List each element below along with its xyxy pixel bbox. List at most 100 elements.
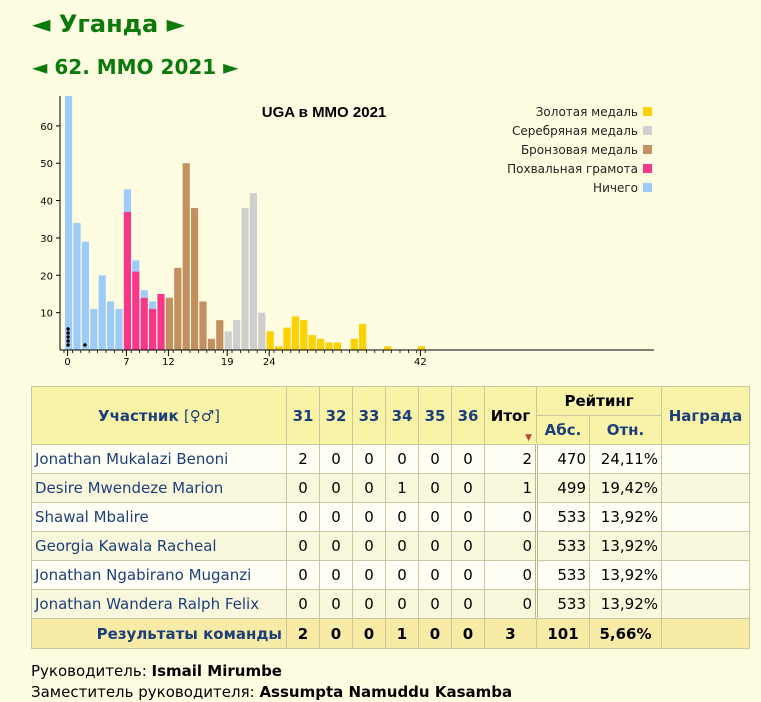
x-tick-label: 24 bbox=[263, 357, 276, 368]
problem-score: 0 bbox=[286, 531, 320, 561]
problem-score: 0 bbox=[385, 444, 419, 474]
team-problem-score: 0 bbox=[319, 618, 353, 649]
next-olympiad-arrow[interactable]: ► bbox=[223, 55, 239, 79]
rating-rel-header[interactable]: Отн. bbox=[589, 415, 662, 445]
total-header-label: Итог bbox=[490, 406, 531, 425]
participant-total: 0 bbox=[484, 589, 537, 619]
chart-bar bbox=[182, 163, 190, 350]
rating-abs: 499 bbox=[535, 473, 590, 503]
legend-label: Ничего bbox=[593, 181, 638, 195]
participant-row: Shawal Mbalire 0 0 0 0 0 0 0 533 13,92% bbox=[31, 502, 750, 532]
chart-bar bbox=[291, 316, 299, 350]
problem-header[interactable]: 35 bbox=[418, 386, 452, 445]
legend-swatch bbox=[643, 183, 652, 192]
legend-swatch bbox=[643, 164, 652, 173]
rating-rel: 19,42% bbox=[589, 473, 662, 503]
chart-bar bbox=[140, 290, 148, 298]
chart-bar bbox=[333, 342, 341, 350]
chart-bar bbox=[123, 189, 131, 212]
chart-bar bbox=[350, 338, 358, 350]
team-rating-rel: 5,66% bbox=[589, 618, 662, 649]
gender-toggle[interactable]: [♀♂] bbox=[183, 406, 220, 425]
team-rating-abs: 101 bbox=[536, 618, 590, 649]
chart-bar bbox=[216, 320, 224, 350]
problem-score: 0 bbox=[451, 502, 485, 532]
participant-name-link[interactable]: Jonathan Ngabirano Muganzi bbox=[31, 560, 287, 590]
participant-name-link[interactable]: Shawal Mbalire bbox=[31, 502, 287, 532]
rating-abs-header[interactable]: Абс. bbox=[536, 415, 590, 445]
problem-score: 0 bbox=[286, 560, 320, 590]
problem-score: 0 bbox=[286, 502, 320, 532]
problem-score: 0 bbox=[352, 589, 386, 619]
y-tick-label: 60 bbox=[40, 122, 53, 133]
legend-swatch bbox=[643, 126, 652, 135]
problem-score: 2 bbox=[286, 444, 320, 474]
chart-bar bbox=[249, 193, 257, 350]
country-name: Уганда bbox=[58, 10, 159, 38]
team-total: 3 bbox=[484, 618, 537, 649]
y-tick-label: 10 bbox=[40, 309, 53, 320]
chart-bar bbox=[191, 208, 199, 350]
chart-bar bbox=[258, 312, 266, 350]
participant-award bbox=[661, 589, 750, 619]
leader-label: Руководитель: bbox=[31, 662, 147, 680]
team-problem-score: 1 bbox=[385, 618, 419, 649]
chart-bar bbox=[199, 301, 207, 350]
participant-row: Desire Mwendeze Marion 0 0 0 1 0 0 1 499 19,42% bbox=[31, 473, 750, 503]
x-tick-label: 19 bbox=[221, 357, 234, 368]
score-distribution-chart: 10 20 30 40 50 60 0 7 12 19 24 42 UGA в ММО 2021 Золо… bbox=[32, 92, 662, 368]
participant-award bbox=[661, 444, 750, 474]
participant-name-link[interactable]: Georgia Kawala Racheal bbox=[31, 531, 287, 561]
chart-bar bbox=[266, 331, 274, 350]
problem-score: 0 bbox=[418, 560, 452, 590]
problem-score: 0 bbox=[418, 531, 452, 561]
problem-score: 0 bbox=[352, 560, 386, 590]
problem-score: 0 bbox=[385, 589, 419, 619]
participant-total: 0 bbox=[484, 560, 537, 590]
prev-olympiad-arrow[interactable]: ◄ bbox=[32, 55, 48, 79]
participant-row: Georgia Kawala Racheal 0 0 0 0 0 0 0 533 13,92% bbox=[31, 531, 750, 561]
problem-score: 0 bbox=[319, 502, 353, 532]
problem-header[interactable]: 33 bbox=[352, 386, 386, 445]
rating-abs: 533 bbox=[535, 589, 590, 619]
chart-bar bbox=[73, 223, 81, 350]
award-header[interactable]: Награда bbox=[661, 386, 750, 445]
chart-bar bbox=[98, 275, 106, 350]
problem-header[interactable]: 32 bbox=[319, 386, 353, 445]
problem-score: 0 bbox=[352, 444, 386, 474]
sort-indicator-icon: ▼ bbox=[525, 433, 532, 443]
chart-bar bbox=[359, 323, 367, 350]
problem-score: 1 bbox=[385, 473, 419, 503]
participant-name-link[interactable]: Jonathan Wandera Ralph Felix bbox=[31, 589, 287, 619]
results-table: Участник [♀♂] 31 32 33 34 35 36 Итог ▼ Ре… bbox=[31, 386, 750, 649]
participant-name-link[interactable]: Desire Mwendeze Marion bbox=[31, 473, 287, 503]
y-tick-label: 30 bbox=[40, 234, 53, 245]
legend-swatch bbox=[643, 145, 652, 154]
chart-bar bbox=[132, 260, 140, 272]
problem-header[interactable]: 34 bbox=[385, 386, 419, 445]
problem-score: 0 bbox=[451, 589, 485, 619]
participant-total: 2 bbox=[484, 444, 537, 474]
chart-bar bbox=[157, 293, 165, 350]
chart-bar bbox=[417, 346, 425, 350]
deputy-name: Assumpta Namuddu Kasamba bbox=[259, 683, 513, 701]
problem-header[interactable]: 31 bbox=[286, 386, 320, 445]
participant-total: 0 bbox=[484, 531, 537, 561]
problem-header[interactable]: 36 bbox=[451, 386, 485, 445]
chart-bar bbox=[90, 308, 98, 350]
next-country-arrow[interactable]: ► bbox=[166, 10, 186, 38]
participant-header[interactable]: Участник [♀♂] bbox=[31, 386, 287, 445]
participant-row: Jonathan Mukalazi Benoni 2 0 0 0 0 0 2 470 24,11% bbox=[31, 444, 750, 474]
participant-name-link[interactable]: Jonathan Mukalazi Benoni bbox=[31, 444, 287, 474]
chart-bar bbox=[325, 342, 333, 350]
deputy-label: Заместитель руководителя: bbox=[31, 683, 255, 701]
prev-country-arrow[interactable]: ◄ bbox=[32, 10, 51, 38]
rating-rel: 13,92% bbox=[589, 502, 662, 532]
problem-score: 0 bbox=[319, 444, 353, 474]
problem-score: 0 bbox=[385, 560, 419, 590]
chart-svg: 10 20 30 40 50 60 0 7 12 19 24 42 UGA в ММО 2021 Золо… bbox=[40, 96, 654, 368]
deputy-leader: Заместитель руководителя: Assumpta Namud… bbox=[31, 683, 512, 701]
total-header[interactable]: Итог ▼ bbox=[484, 386, 537, 445]
problem-score: 0 bbox=[451, 473, 485, 503]
chart-bar bbox=[384, 346, 392, 350]
